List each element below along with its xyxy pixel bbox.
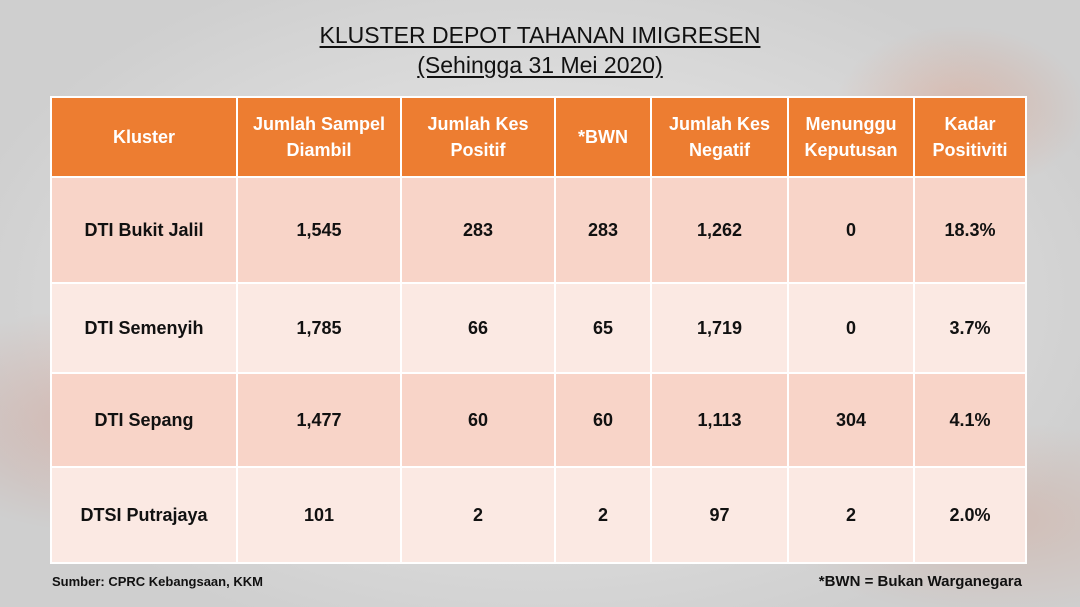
cell-kadar: 2.0% xyxy=(913,466,1027,564)
header-kes-negatif: Jumlah Kes Negatif xyxy=(650,96,789,178)
cell-bwn: 60 xyxy=(554,372,652,468)
cell-kluster: DTI Bukit Jalil xyxy=(50,176,238,284)
cell-negatif: 1,719 xyxy=(650,282,789,374)
header-kluster: Kluster xyxy=(50,96,238,178)
cell-negatif: 1,113 xyxy=(650,372,789,468)
page-title: KLUSTER DEPOT TAHANAN IMIGRESEN (Sehingg… xyxy=(0,20,1080,80)
table-header-row: Kluster Jumlah Sampel Diambil Jumlah Kes… xyxy=(50,96,1027,178)
cell-kluster: DTSI Putrajaya xyxy=(50,466,238,564)
header-kadar: Kadar Positiviti xyxy=(913,96,1027,178)
cell-positif: 60 xyxy=(400,372,556,468)
header-menunggu: Menunggu Keputusan xyxy=(787,96,915,178)
source-note: Sumber: CPRC Kebangsaan, KKM xyxy=(52,574,263,589)
header-kes-positif: Jumlah Kes Positif xyxy=(400,96,556,178)
cell-bwn: 65 xyxy=(554,282,652,374)
cell-menunggu: 0 xyxy=(787,282,915,374)
cell-positif: 2 xyxy=(400,466,556,564)
cell-kadar: 18.3% xyxy=(913,176,1027,284)
cell-positif: 283 xyxy=(400,176,556,284)
cell-bwn: 2 xyxy=(554,466,652,564)
table-row: DTSI Putrajaya 101 2 2 97 2 2.0% xyxy=(50,466,1027,564)
cell-positif: 66 xyxy=(400,282,556,374)
cell-kadar: 3.7% xyxy=(913,282,1027,374)
cell-sampel: 101 xyxy=(236,466,402,564)
cell-negatif: 97 xyxy=(650,466,789,564)
table-row: DTI Semenyih 1,785 66 65 1,719 0 3.7% xyxy=(50,282,1027,374)
header-jumlah-sampel: Jumlah Sampel Diambil xyxy=(236,96,402,178)
cell-kluster: DTI Sepang xyxy=(50,372,238,468)
cell-kluster: DTI Semenyih xyxy=(50,282,238,374)
cluster-table: Kluster Jumlah Sampel Diambil Jumlah Kes… xyxy=(50,96,1027,564)
cell-sampel: 1,477 xyxy=(236,372,402,468)
cell-menunggu: 0 xyxy=(787,176,915,284)
title-line-2: (Sehingga 31 Mei 2020) xyxy=(417,52,663,78)
cell-menunggu: 2 xyxy=(787,466,915,564)
bwn-footnote: *BWN = Bukan Warganegara xyxy=(818,573,1022,590)
table-row: DTI Sepang 1,477 60 60 1,113 304 4.1% xyxy=(50,372,1027,468)
cell-menunggu: 304 xyxy=(787,372,915,468)
header-bwn: *BWN xyxy=(554,96,652,178)
cell-negatif: 1,262 xyxy=(650,176,789,284)
cell-bwn: 283 xyxy=(554,176,652,284)
title-line-1: KLUSTER DEPOT TAHANAN IMIGRESEN xyxy=(319,22,761,48)
cell-sampel: 1,545 xyxy=(236,176,402,284)
cell-sampel: 1,785 xyxy=(236,282,402,374)
cell-kadar: 4.1% xyxy=(913,372,1027,468)
table-row: DTI Bukit Jalil 1,545 283 283 1,262 0 18… xyxy=(50,176,1027,284)
